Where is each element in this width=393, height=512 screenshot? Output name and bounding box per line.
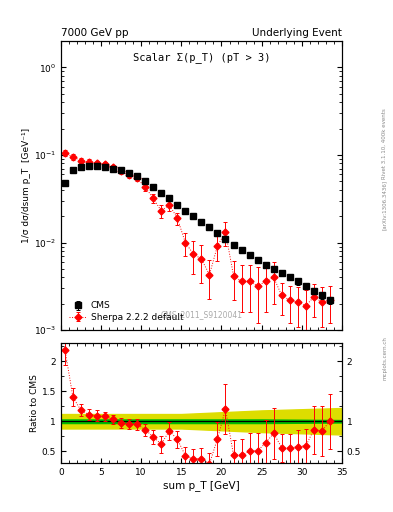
- Text: 7000 GeV pp: 7000 GeV pp: [61, 28, 129, 38]
- Text: [arXiv:1306.3436]: [arXiv:1306.3436]: [382, 180, 387, 230]
- Legend: CMS, Sherpa 2.2.2 default: CMS, Sherpa 2.2.2 default: [65, 298, 187, 326]
- Y-axis label: 1/σ dσ/dsum p_T  [GeV⁻¹]: 1/σ dσ/dsum p_T [GeV⁻¹]: [22, 128, 31, 243]
- Text: CMS_2011_S9120041: CMS_2011_S9120041: [160, 310, 242, 318]
- Text: Underlying Event: Underlying Event: [252, 28, 342, 38]
- Text: mcplots.cern.ch: mcplots.cern.ch: [382, 336, 387, 380]
- X-axis label: sum p_T [GeV]: sum p_T [GeV]: [163, 480, 240, 491]
- Y-axis label: Ratio to CMS: Ratio to CMS: [30, 374, 39, 432]
- Text: Rivet 3.1.10, 400k events: Rivet 3.1.10, 400k events: [382, 108, 387, 179]
- Text: Scalar Σ(p_T) (pT > 3): Scalar Σ(p_T) (pT > 3): [133, 53, 270, 63]
